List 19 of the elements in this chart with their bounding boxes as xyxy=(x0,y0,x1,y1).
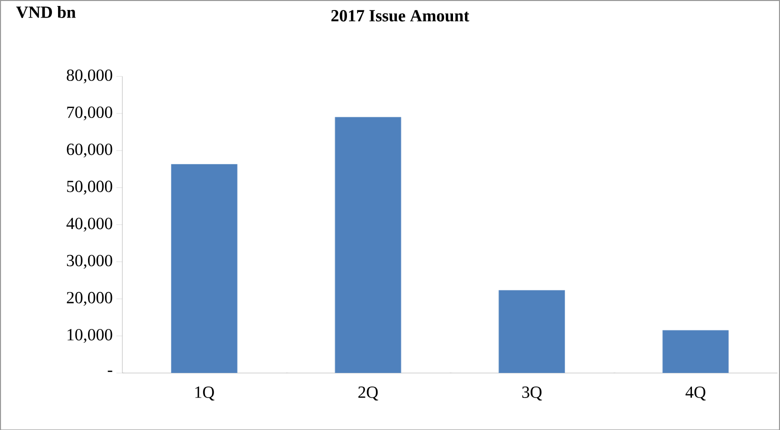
y-tick-label: - xyxy=(108,370,112,372)
y-tick-label: 50,000 xyxy=(67,180,112,194)
bar xyxy=(662,330,729,373)
y-tick-label: 20,000 xyxy=(66,292,112,306)
y-tick-label: 70,000 xyxy=(67,106,112,120)
y-tick-label: 80,000 xyxy=(66,69,112,84)
bar xyxy=(498,290,565,373)
x-tick-label: 2Q xyxy=(358,386,378,400)
chart-title: 2017 Issue Amount xyxy=(331,10,470,22)
y-tick-label: 60,000 xyxy=(66,143,112,158)
y-axis-title: VND bn xyxy=(16,6,76,18)
bar xyxy=(171,164,238,373)
y-tick-label: 30,000 xyxy=(66,254,112,269)
x-tick-label: 4Q xyxy=(686,386,706,400)
x-tick-label: 1Q xyxy=(195,386,214,400)
y-tick-label: 40,000 xyxy=(66,218,112,232)
x-tick-label: 3Q xyxy=(522,386,542,400)
y-tick-label: 10,000 xyxy=(68,328,112,343)
bar xyxy=(334,116,402,373)
